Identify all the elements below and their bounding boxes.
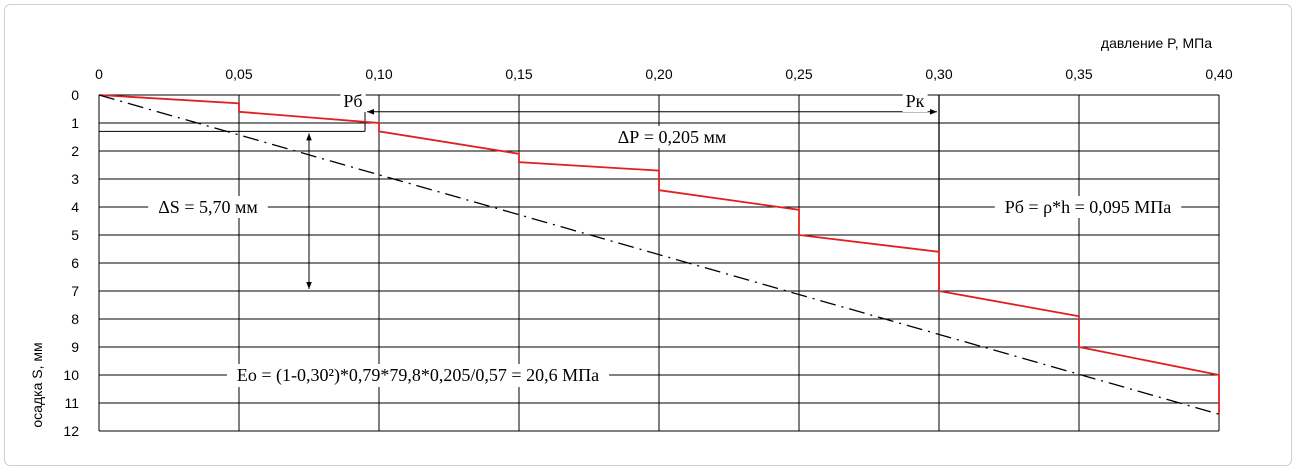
y-tick-label-6: 6	[71, 255, 79, 271]
y-tick-label-5: 5	[71, 227, 79, 243]
x-tick-label-4: 0,20	[645, 66, 672, 82]
x-tick-label-2: 0,10	[365, 66, 392, 82]
delta-s-label: ΔS = 5,70 мм	[158, 197, 258, 217]
y-tick-label-0: 0	[71, 87, 79, 103]
pk-label: Рк	[906, 91, 925, 111]
eo-formula-label-bg	[226, 364, 610, 387]
pk-label-bg	[902, 90, 928, 112]
delta-p-label-bg	[609, 126, 735, 148]
y-tick-label-11: 11	[64, 395, 79, 411]
pb-formula-label-bg	[994, 196, 1182, 218]
x-tick-label-3: 0,15	[505, 66, 532, 82]
y-axis-title: осадка S, мм	[29, 342, 45, 427]
x-axis-title: давление P, МПа	[1101, 35, 1212, 51]
x-tick-label-1: 0,05	[225, 66, 252, 82]
y-tick-label-12: 12	[63, 423, 79, 439]
x-tick-label-6: 0,30	[925, 66, 952, 82]
pb-formula-label: Рб = ρ*h = 0,095 МПа	[1005, 197, 1171, 217]
y-tick-label-2: 2	[71, 143, 79, 159]
y-tick-label-7: 7	[71, 283, 79, 299]
y-tick-label-1: 1	[71, 115, 79, 131]
delta-s-label-bg	[148, 196, 268, 218]
y-tick-label-9: 9	[71, 339, 79, 355]
y-tick-label-8: 8	[71, 311, 79, 327]
eo-formula-label: Eo = (1-0,30²)*0,79*79,8*0,205/0,57 = 20…	[237, 365, 599, 386]
x-tick-label-5: 0,25	[785, 66, 812, 82]
trend-dash-dot-line	[98, 94, 1220, 415]
pb-label: Рб	[343, 91, 362, 111]
y-tick-label-4: 4	[71, 199, 79, 215]
pb-label-bg	[340, 90, 366, 112]
y-tick-label-10: 10	[63, 367, 79, 383]
x-tick-label-0: 0	[95, 66, 103, 82]
delta-p-label: ΔР = 0,205 мм	[618, 127, 727, 147]
y-tick-label-3: 3	[71, 171, 79, 187]
x-tick-label-7: 0,35	[1065, 66, 1092, 82]
x-tick-label-8: 0,40	[1205, 66, 1232, 82]
